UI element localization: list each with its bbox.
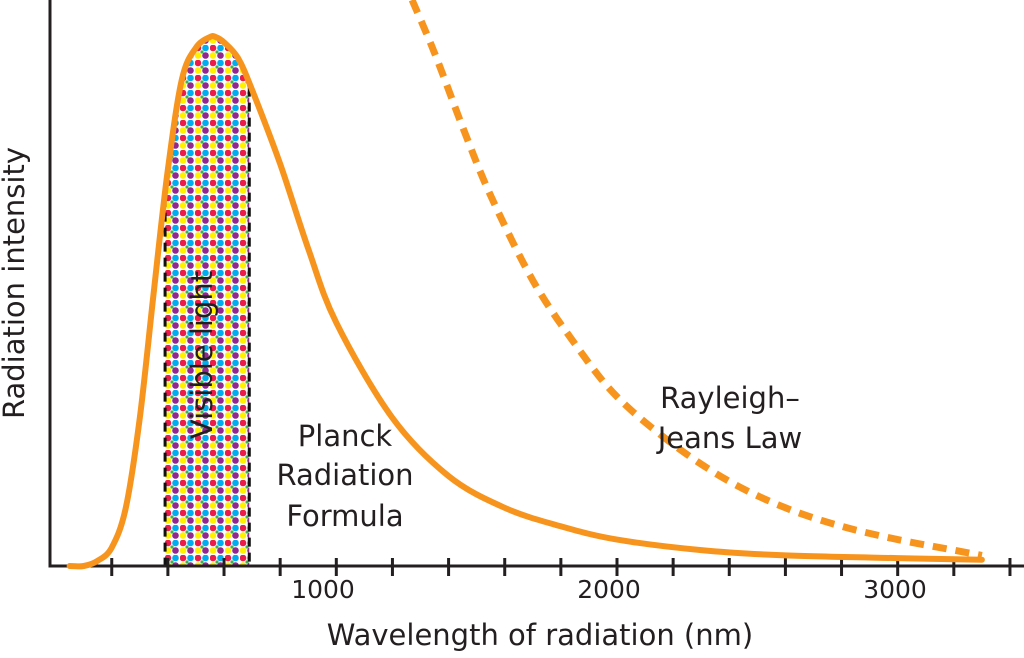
planck-annotation-line: Planck <box>298 419 393 453</box>
x-axis-title: Wavelength of radiation (nm) <box>327 618 753 652</box>
rayleigh-jeans-annotation-line: Jeans Law <box>656 421 803 455</box>
x-tick-label: 2000 <box>577 575 641 604</box>
planck-annotation-line: Radiation <box>276 458 413 492</box>
y-axis-title: Radiation intensity <box>0 147 31 419</box>
rayleigh-jeans-curve <box>408 0 983 559</box>
x-tick-label: 3000 <box>863 575 927 604</box>
x-tick-label: 1000 <box>291 575 355 604</box>
planck-curve <box>66 33 985 570</box>
visible-light-band <box>163 36 251 566</box>
planck-annotation-line: Formula <box>286 499 403 533</box>
visible-light-label: Visible light <box>185 271 219 439</box>
rayleigh-jeans-annotation-line: Rayleigh– <box>660 381 800 415</box>
